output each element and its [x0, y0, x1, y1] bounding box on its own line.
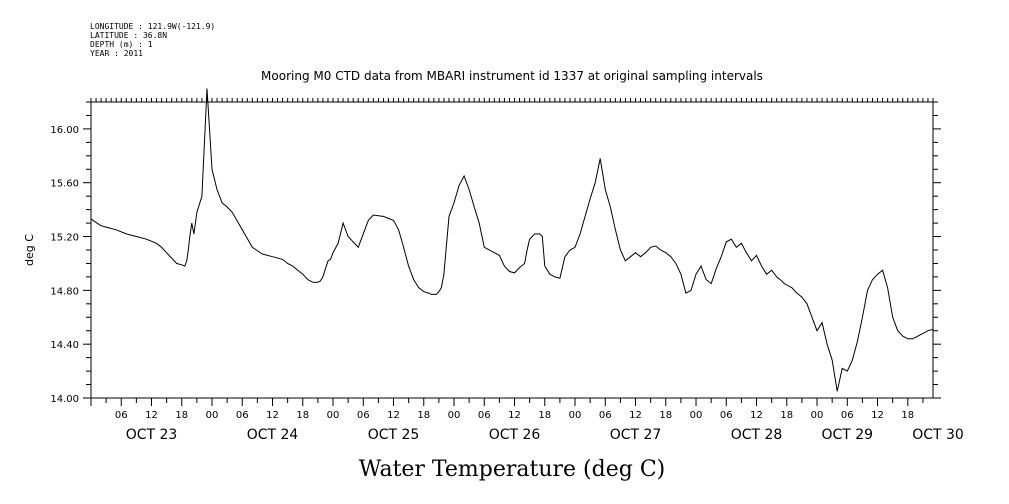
hour-tick-label: 00 — [327, 410, 340, 421]
day-label: OCT 29 — [821, 427, 873, 443]
hour-tick-label: 06 — [720, 410, 733, 421]
hour-tick-label: 18 — [296, 410, 309, 421]
day-label: OCT 23 — [126, 427, 178, 443]
hour-tick-label: 00 — [690, 410, 703, 421]
hour-tick-label: 12 — [266, 410, 279, 421]
hour-tick-label: 12 — [508, 410, 521, 421]
hour-tick-label: 00 — [811, 410, 824, 421]
y-tick-label: 14.80 — [50, 286, 79, 297]
chart-title: Mooring M0 CTD data from MBARI instrumen… — [261, 69, 763, 83]
hour-tick-label: 00 — [569, 410, 582, 421]
latitude-label: LATITUDE : 36.8N — [90, 31, 168, 40]
day-label: OCT 28 — [731, 427, 783, 443]
hour-tick-label: 06 — [599, 410, 612, 421]
y-tick-label: 14.40 — [50, 340, 79, 351]
hour-tick-label: 18 — [901, 410, 914, 421]
year-label: YEAR : 2011 — [90, 49, 143, 58]
hour-tick-label: 12 — [387, 410, 400, 421]
chart-axes — [83, 98, 941, 406]
hour-tick-label: 12 — [629, 410, 642, 421]
y-tick-label: 15.20 — [50, 233, 79, 244]
hour-tick-label: 00 — [448, 410, 461, 421]
hour-tick-label: 18 — [175, 410, 188, 421]
y-tick-label: 15.60 — [50, 179, 79, 190]
hour-tick-label: 18 — [538, 410, 551, 421]
hour-tick-label: 18 — [780, 410, 793, 421]
hour-tick-label: 12 — [750, 410, 763, 421]
hour-tick-label: 06 — [115, 410, 128, 421]
y-tick-label: 14.00 — [50, 394, 79, 405]
x-axis-label: Water Temperature (deg C) — [359, 457, 666, 482]
metadata-block: LONGITUDE : 121.9W(-121.9) LATITUDE : 36… — [90, 22, 215, 58]
hour-tick-label: 06 — [478, 410, 491, 421]
day-label: OCT 25 — [368, 427, 420, 443]
hour-tick-label: 12 — [145, 410, 158, 421]
day-label: OCT 30 — [912, 427, 964, 443]
y-axis-label: deg C — [23, 234, 36, 266]
depth-label: DEPTH (m) : 1 — [90, 40, 153, 49]
hour-tick-label: 06 — [841, 410, 854, 421]
hour-tick-label: 18 — [417, 410, 430, 421]
y-tick-label: 16.00 — [50, 125, 79, 136]
day-label: OCT 27 — [610, 427, 662, 443]
y-tick-labels: 14.00 14.40 14.80 15.20 15.60 16.00 — [50, 125, 79, 405]
plot-frame — [90, 101, 934, 399]
day-label: OCT 24 — [247, 427, 299, 443]
series-layer — [90, 88, 934, 392]
hour-tick-label: 12 — [871, 410, 884, 421]
x-tick-labels: 06 12 18 00 06 12 18 00 06 12 18 00 06 12 18 00 06 12 18 00… — [115, 410, 964, 443]
hour-tick-label: 18 — [659, 410, 672, 421]
hour-tick-label: 00 — [206, 410, 219, 421]
hour-tick-label: 06 — [357, 410, 370, 421]
water-temperature-line — [90, 88, 934, 392]
longitude-label: LONGITUDE : 121.9W(-121.9) — [90, 22, 216, 31]
day-label: OCT 26 — [489, 427, 541, 443]
hour-tick-label: 06 — [236, 410, 249, 421]
